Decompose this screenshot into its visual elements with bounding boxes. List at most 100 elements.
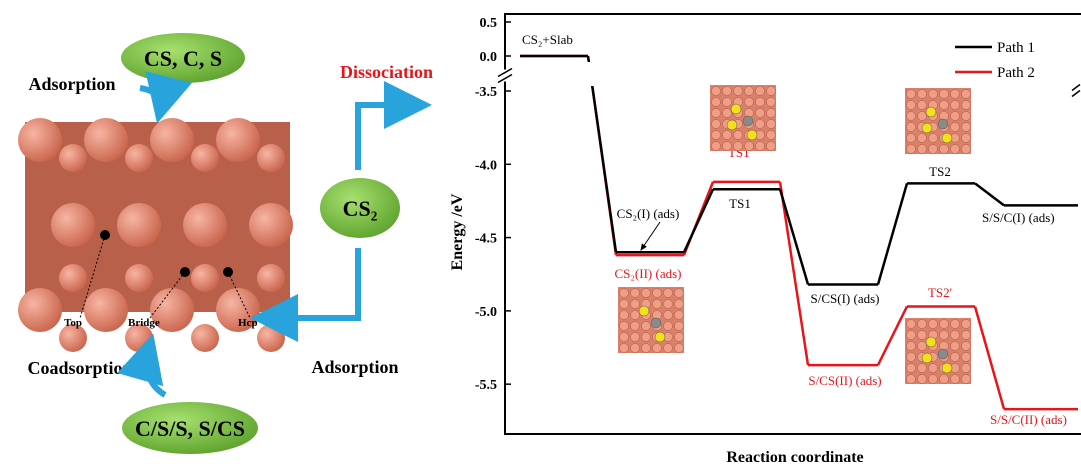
inset-atom bbox=[951, 331, 960, 340]
inset-atom bbox=[907, 145, 916, 154]
inset-atom bbox=[951, 320, 960, 329]
inset-adsorbate bbox=[922, 353, 932, 363]
inset-atom bbox=[675, 311, 684, 320]
inset-atom bbox=[664, 344, 673, 353]
inset-atom bbox=[907, 90, 916, 99]
inset-atom bbox=[929, 375, 938, 384]
axis-break bbox=[1072, 85, 1080, 91]
inset-adsorbate bbox=[747, 130, 757, 140]
molecule-text: CS₂ bbox=[343, 196, 378, 221]
inset-atom bbox=[951, 342, 960, 351]
label: Adsorption bbox=[28, 74, 115, 94]
arrow bbox=[140, 88, 161, 112]
inset-atom bbox=[929, 320, 938, 329]
inset-atom bbox=[962, 353, 971, 362]
atom bbox=[59, 264, 87, 292]
atom bbox=[125, 144, 153, 172]
atom bbox=[51, 203, 95, 247]
inset-adsorbate bbox=[926, 107, 936, 117]
connector bbox=[878, 183, 907, 284]
inset-atom bbox=[675, 289, 684, 298]
atom bbox=[84, 118, 128, 162]
inset-atom bbox=[631, 333, 640, 342]
inset-atom bbox=[951, 90, 960, 99]
atom bbox=[125, 264, 153, 292]
inset-atom bbox=[620, 300, 629, 309]
inset-atom bbox=[918, 320, 927, 329]
y-tick-label: -5.5 bbox=[475, 378, 497, 393]
inset-atom bbox=[745, 142, 754, 151]
state-label: CS₂(II) (ads) bbox=[615, 266, 682, 281]
inset-atom bbox=[962, 320, 971, 329]
label: Adsorption bbox=[311, 357, 398, 377]
inset-adsorbate bbox=[938, 119, 948, 129]
inset-atom bbox=[951, 353, 960, 362]
inset-atom bbox=[940, 320, 949, 329]
inset-atom bbox=[620, 344, 629, 353]
inset-atom bbox=[962, 331, 971, 340]
inset-atom bbox=[712, 142, 721, 151]
inset-atom bbox=[951, 101, 960, 110]
inset-atom bbox=[907, 353, 916, 362]
state-label: TS2' bbox=[928, 285, 952, 300]
inset-atom bbox=[962, 342, 971, 351]
inset-atom bbox=[712, 131, 721, 140]
inset-atom bbox=[929, 134, 938, 143]
inset-atom bbox=[734, 87, 743, 96]
atom bbox=[18, 288, 62, 332]
inset-atom bbox=[907, 112, 916, 121]
inset-atom bbox=[918, 145, 927, 154]
atom bbox=[191, 324, 219, 352]
inset-adsorbate bbox=[727, 120, 737, 130]
atom bbox=[191, 144, 219, 172]
inset-atom bbox=[907, 134, 916, 143]
inset-atom bbox=[675, 344, 684, 353]
inset-atom bbox=[664, 322, 673, 331]
atom bbox=[257, 264, 285, 292]
state-label: S/CS(II) (ads) bbox=[808, 373, 881, 388]
inset bbox=[618, 287, 684, 353]
inset-atom bbox=[712, 87, 721, 96]
energy-chart: 0.50.0-3.5-4.0-4.5-5.0-5.5Energy /eVReac… bbox=[449, 14, 1081, 466]
state-label: CS₂+Slab bbox=[522, 32, 573, 47]
inset-atom bbox=[907, 364, 916, 373]
y-axis-label: Energy /eV bbox=[449, 193, 466, 270]
inset-atom bbox=[723, 87, 732, 96]
label-pointer bbox=[641, 222, 660, 250]
inset-atom bbox=[918, 342, 927, 351]
inset-atom bbox=[675, 333, 684, 342]
atom bbox=[191, 264, 219, 292]
inset bbox=[905, 318, 971, 384]
inset-adsorbate bbox=[942, 133, 952, 143]
inset-atom bbox=[642, 344, 651, 353]
inset-adsorbate bbox=[922, 123, 932, 133]
inset-atom bbox=[756, 120, 765, 129]
inset-atom bbox=[907, 123, 916, 132]
figure: CS, C, S Adsorption C/S/S, S/CS Coadsorp… bbox=[0, 0, 1081, 468]
inset-atom bbox=[745, 98, 754, 107]
inset-atom bbox=[962, 112, 971, 121]
inset-atom bbox=[951, 375, 960, 384]
inset-atom bbox=[664, 289, 673, 298]
inset-atom bbox=[653, 344, 662, 353]
inset-atom bbox=[653, 289, 662, 298]
inset-atom bbox=[767, 98, 776, 107]
inset-atom bbox=[918, 101, 927, 110]
inset-atom bbox=[940, 375, 949, 384]
inset-atom bbox=[723, 142, 732, 151]
inset bbox=[710, 85, 776, 151]
inset-atom bbox=[929, 145, 938, 154]
inset-atom bbox=[631, 322, 640, 331]
atom bbox=[216, 118, 260, 162]
atom bbox=[84, 288, 128, 332]
inset-atom bbox=[940, 101, 949, 110]
inset-atom bbox=[907, 375, 916, 384]
y-tick-label: -3.5 bbox=[475, 85, 497, 100]
inset-adsorbate bbox=[942, 363, 952, 373]
inset-atom bbox=[951, 145, 960, 154]
inset-atom bbox=[962, 145, 971, 154]
inset-atom bbox=[951, 123, 960, 132]
inset-atom bbox=[951, 112, 960, 121]
inset-atom bbox=[664, 311, 673, 320]
inset-atom bbox=[653, 300, 662, 309]
